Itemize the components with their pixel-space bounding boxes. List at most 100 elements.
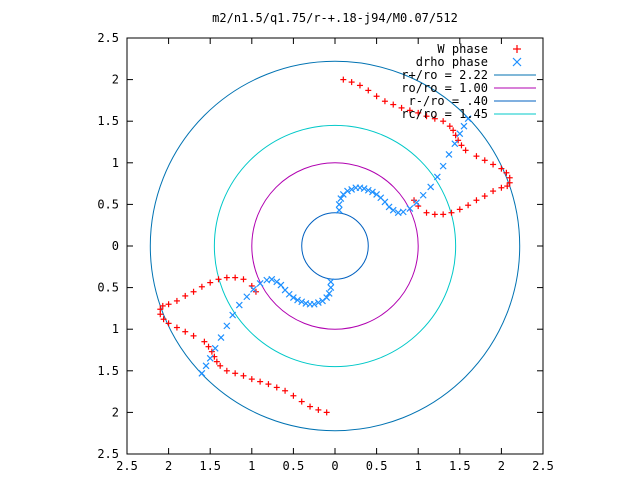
- x-tick-label: 2.5: [116, 459, 138, 473]
- series-1-point: [325, 289, 333, 297]
- point-stroke: [385, 203, 393, 211]
- series-0-point: [315, 406, 322, 413]
- series-0-point: [498, 184, 505, 191]
- series-0-point: [290, 392, 297, 399]
- series-0-point: [481, 157, 488, 164]
- series-1-point: [389, 206, 397, 214]
- series-0-point: [490, 161, 497, 168]
- series-1-point: [335, 206, 343, 214]
- point-stroke: [394, 209, 402, 217]
- series-0-point: [232, 274, 239, 281]
- series-1-point: [348, 185, 356, 193]
- y-tick-label: 2.5: [97, 31, 119, 45]
- point-stroke: [285, 290, 293, 298]
- series-0-point: [207, 279, 214, 286]
- series-1-point: [294, 296, 301, 304]
- series-1-point: [413, 199, 420, 207]
- series-0-point: [159, 302, 166, 309]
- point-stroke: [433, 173, 441, 181]
- legend-entry: r+/ro = 2.22: [401, 68, 536, 82]
- radius-circle-3: [213, 124, 457, 368]
- series-1-point: [451, 140, 459, 148]
- point-stroke: [268, 275, 276, 283]
- series-0-point: [462, 147, 469, 154]
- series-1-point: [302, 299, 310, 307]
- series-1-point: [344, 187, 351, 195]
- series-0-point: [440, 118, 447, 125]
- series-0-point: [340, 76, 347, 83]
- legend-label: r-/ro = .40: [409, 94, 488, 108]
- series-1-point: [460, 122, 468, 130]
- series-0-point: [455, 137, 462, 144]
- point-stroke: [413, 199, 420, 207]
- series-1-point: [360, 185, 368, 193]
- series-0-point: [465, 202, 472, 209]
- point-stroke: [335, 200, 343, 208]
- x-tick-label: 1: [415, 459, 422, 473]
- point-stroke: [389, 206, 397, 214]
- point-stroke: [217, 334, 225, 341]
- series-0-point: [232, 370, 239, 377]
- point-stroke: [456, 130, 464, 138]
- y-tick-label: 1.5: [97, 114, 119, 128]
- series-0-point: [423, 113, 430, 120]
- point-stroke: [364, 186, 372, 194]
- series-1-point: [327, 278, 335, 286]
- series-0-point: [240, 372, 247, 379]
- y-tick-label: 2: [112, 405, 119, 419]
- series-0-point: [446, 123, 453, 130]
- series-1-point: [337, 195, 345, 203]
- series-0-point: [323, 409, 330, 416]
- point-stroke: [464, 115, 472, 123]
- series-1-point: [327, 284, 335, 292]
- series-1-point: [335, 200, 343, 208]
- series-1-point: [198, 369, 206, 377]
- point-stroke: [256, 280, 264, 287]
- legend-entry: rc/ro = 1.45: [401, 107, 536, 121]
- series-1-point: [399, 208, 407, 216]
- point-stroke: [211, 344, 219, 352]
- series-0-point: [157, 311, 164, 318]
- point-stroke: [206, 354, 214, 362]
- series-0-point: [307, 403, 314, 410]
- x-tick-label: 2: [498, 459, 505, 473]
- point-stroke: [302, 299, 310, 307]
- point-stroke: [460, 122, 468, 130]
- series-0-point: [431, 115, 438, 122]
- series-0-point: [217, 362, 224, 369]
- point-stroke: [419, 191, 427, 199]
- x-tick-label: 0: [331, 459, 338, 473]
- y-tick-label: 0: [112, 239, 119, 253]
- y-tick-label: 1: [112, 322, 119, 336]
- series-0-point: [481, 193, 488, 200]
- point-stroke: [360, 185, 368, 193]
- legend-entry: r-/ro = .40: [409, 94, 536, 108]
- series-0-point: [248, 376, 255, 383]
- x-tick-label: 0.5: [283, 459, 305, 473]
- data-points: [157, 76, 513, 416]
- series-1-point: [464, 115, 472, 123]
- series-1-point: [319, 297, 326, 305]
- series-1-point: [250, 285, 257, 293]
- series-1-point: [229, 311, 237, 319]
- series-1-point: [445, 151, 453, 158]
- y-tick-label: 0.5: [97, 281, 119, 295]
- radius-circles: [149, 60, 521, 432]
- series-0-point: [240, 276, 247, 283]
- series-0-point: [365, 87, 372, 94]
- series-0-point: [504, 183, 511, 190]
- series-0-point: [298, 398, 305, 405]
- series-0-point: [208, 348, 215, 355]
- series-0-point: [273, 384, 280, 391]
- point-stroke: [377, 194, 385, 202]
- series-0-point: [160, 316, 167, 323]
- point-stroke: [373, 190, 381, 198]
- series-0-point: [406, 107, 413, 114]
- series-0-point: [282, 387, 289, 394]
- point-stroke: [439, 162, 447, 170]
- series-0-point: [423, 209, 430, 216]
- series-1-point: [217, 334, 225, 341]
- point-stroke: [263, 276, 271, 284]
